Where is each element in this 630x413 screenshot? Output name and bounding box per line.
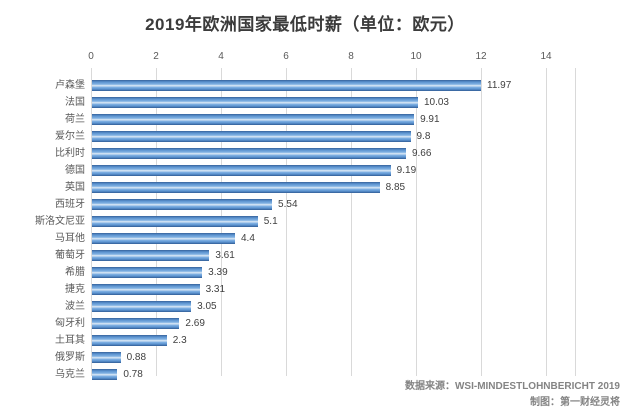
value-label: 5.54 bbox=[278, 199, 298, 210]
value-label: 10.03 bbox=[423, 97, 449, 108]
category-label: 卢森堡 bbox=[55, 80, 85, 91]
category-label: 爱尔兰 bbox=[55, 131, 85, 142]
gridline-x-0 bbox=[91, 68, 92, 376]
value-label: 0.88 bbox=[126, 352, 147, 363]
x-axis-tick-label: 14 bbox=[540, 51, 552, 62]
category-label: 波兰 bbox=[65, 301, 85, 312]
category-label: 法国 bbox=[65, 97, 85, 108]
x-axis-tick-label: 2 bbox=[153, 51, 159, 62]
category-label: 葡萄牙 bbox=[55, 250, 85, 261]
bar-英国 bbox=[92, 182, 380, 193]
category-label: 比利时 bbox=[55, 148, 85, 159]
value-label: 9.8 bbox=[416, 131, 431, 142]
category-label: 英国 bbox=[65, 182, 85, 193]
category-label: 俄罗斯 bbox=[55, 352, 85, 363]
bar-卢森堡 bbox=[92, 80, 482, 91]
x-axis-tick-label: 10 bbox=[410, 51, 422, 62]
gridline-x-10 bbox=[416, 68, 417, 376]
plot-right-border bbox=[575, 68, 576, 376]
bar-爱尔兰 bbox=[92, 131, 411, 142]
gridline-x-14 bbox=[546, 68, 547, 376]
value-label: 3.31 bbox=[205, 284, 226, 295]
bar-西班牙 bbox=[92, 199, 273, 210]
x-axis-tick-label: 4 bbox=[218, 51, 224, 62]
value-label: 9.91 bbox=[420, 114, 440, 125]
value-label: 9.19 bbox=[396, 165, 417, 176]
bar-波兰 bbox=[92, 301, 192, 312]
bar-马耳他 bbox=[92, 233, 235, 244]
category-label: 马耳他 bbox=[55, 233, 85, 244]
bar-荷兰 bbox=[92, 114, 415, 125]
category-label: 土耳其 bbox=[55, 335, 85, 346]
value-label: 0.78 bbox=[123, 369, 143, 380]
category-label: 匈牙利 bbox=[55, 318, 85, 329]
x-axis-tick-label: 8 bbox=[348, 51, 354, 62]
bar-俄罗斯 bbox=[92, 352, 121, 363]
gridline-x-8 bbox=[351, 68, 352, 376]
value-label: 5.1 bbox=[263, 216, 278, 227]
bar-匈牙利 bbox=[92, 318, 180, 329]
gridline-x-12 bbox=[481, 68, 482, 376]
bar-乌克兰 bbox=[92, 369, 118, 380]
credit-note: 制图：第一财经灵将 bbox=[530, 397, 620, 408]
category-label: 荷兰 bbox=[65, 114, 85, 125]
value-label: 4.4 bbox=[241, 233, 255, 244]
chart-title: 2019年欧洲国家最低时薪（单位：欧元） bbox=[145, 15, 465, 34]
x-axis-tick-label: 6 bbox=[283, 51, 289, 62]
bar-捷克 bbox=[92, 284, 200, 295]
bar-希腊 bbox=[92, 267, 203, 278]
value-label: 9.66 bbox=[411, 148, 432, 159]
value-label: 8.85 bbox=[385, 182, 406, 193]
bar-德国 bbox=[92, 165, 391, 176]
value-label: 3.05 bbox=[197, 301, 217, 312]
bar-葡萄牙 bbox=[92, 250, 210, 261]
value-label: 3.61 bbox=[215, 250, 235, 261]
data-source-note: 数据来源：WSI-MINDESTLOHNBERICHT 2019 bbox=[404, 381, 620, 392]
bar-法国 bbox=[92, 97, 418, 108]
category-label: 希腊 bbox=[65, 267, 85, 278]
x-axis-tick-label: 0 bbox=[88, 51, 94, 62]
category-label: 捷克 bbox=[65, 284, 85, 295]
value-label: 3.39 bbox=[208, 267, 228, 278]
category-label: 斯洛文尼亚 bbox=[35, 216, 85, 227]
category-label: 乌克兰 bbox=[55, 369, 85, 380]
value-label: 2.3 bbox=[172, 335, 187, 346]
bar-土耳其 bbox=[92, 335, 167, 346]
bar-比利时 bbox=[92, 148, 406, 159]
category-label: 德国 bbox=[65, 165, 85, 176]
category-label: 西班牙 bbox=[55, 199, 85, 210]
value-label: 11.97 bbox=[487, 80, 512, 91]
x-axis-tick-label: 12 bbox=[475, 51, 487, 62]
value-label: 2.69 bbox=[185, 318, 205, 329]
bar-斯洛文尼亚 bbox=[92, 216, 258, 227]
gridline-x-6 bbox=[286, 68, 287, 376]
